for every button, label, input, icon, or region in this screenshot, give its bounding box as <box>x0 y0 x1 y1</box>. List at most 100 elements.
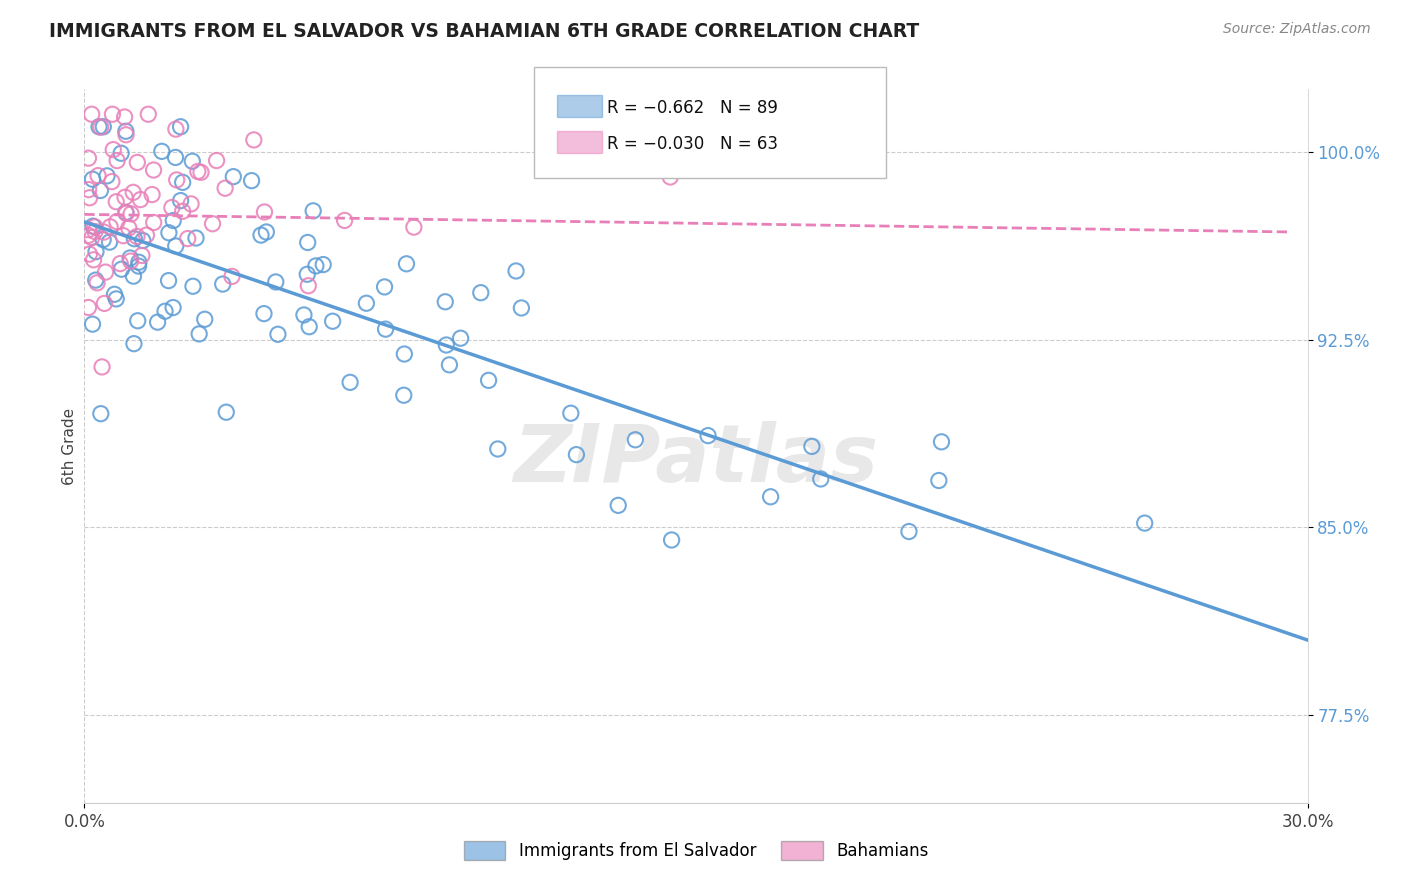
Point <box>194 312 217 326</box>
Point <box>392 388 415 402</box>
Point <box>93 225 115 239</box>
Point <box>292 308 315 322</box>
Point <box>127 314 149 328</box>
Point <box>80 230 103 244</box>
Point <box>897 524 920 539</box>
Point <box>93 296 115 310</box>
Point <box>166 173 188 187</box>
Point <box>302 203 325 218</box>
Point <box>298 319 321 334</box>
Point <box>84 225 107 239</box>
Text: IMMIGRANTS FROM EL SALVADOR VS BAHAMIAN 6TH GRADE CORRELATION CHART: IMMIGRANTS FROM EL SALVADOR VS BAHAMIAN … <box>49 22 920 41</box>
Point <box>135 228 157 243</box>
Point <box>356 296 378 310</box>
Point <box>510 301 533 315</box>
Point <box>98 219 121 234</box>
Point <box>84 244 107 259</box>
Point <box>160 201 183 215</box>
Point <box>759 490 782 504</box>
Point <box>103 143 125 157</box>
Point <box>142 163 165 178</box>
Point <box>374 322 396 336</box>
Point <box>169 194 191 208</box>
Point <box>1133 516 1156 530</box>
Point <box>114 190 136 204</box>
Point <box>215 405 238 419</box>
Point <box>184 231 207 245</box>
Text: Source: ZipAtlas.com: Source: ZipAtlas.com <box>1223 22 1371 37</box>
Point <box>157 226 180 240</box>
Point <box>162 213 184 227</box>
Point <box>470 285 492 300</box>
Point <box>103 287 125 301</box>
Point <box>565 448 588 462</box>
Point <box>115 205 138 219</box>
Point <box>110 262 132 277</box>
Point <box>659 169 682 184</box>
Point <box>80 107 103 121</box>
Point <box>110 146 132 161</box>
Point <box>105 292 128 306</box>
Point <box>624 433 647 447</box>
Point <box>264 275 287 289</box>
Point <box>810 472 832 486</box>
Point <box>394 347 416 361</box>
Point <box>77 301 100 315</box>
Point <box>150 145 173 159</box>
Point <box>91 359 114 374</box>
Point <box>165 122 187 136</box>
Text: R = −0.030   N = 63: R = −0.030 N = 63 <box>607 135 779 153</box>
Point <box>96 169 118 183</box>
Point <box>221 269 243 284</box>
Point <box>661 533 683 547</box>
Point <box>240 174 263 188</box>
Point <box>136 107 159 121</box>
Point <box>146 315 169 329</box>
Point <box>165 239 187 253</box>
Point <box>434 338 457 352</box>
Point <box>181 154 204 169</box>
Point <box>297 235 319 250</box>
Point <box>254 225 277 239</box>
Point <box>211 277 233 291</box>
Point <box>110 257 132 271</box>
Point <box>114 110 136 124</box>
Point <box>101 107 124 121</box>
Point <box>91 120 114 134</box>
Text: R = −0.662   N = 89: R = −0.662 N = 89 <box>607 99 779 117</box>
Point <box>243 133 266 147</box>
Point <box>267 327 290 342</box>
Point <box>82 317 104 331</box>
Point <box>181 279 204 293</box>
Point <box>297 278 319 293</box>
Point <box>374 280 396 294</box>
Point <box>478 373 501 387</box>
Point <box>77 151 100 165</box>
Point <box>402 220 425 235</box>
Point <box>82 219 104 234</box>
Point <box>91 233 114 247</box>
Point <box>105 153 128 168</box>
Point <box>125 229 148 244</box>
Point <box>83 252 105 267</box>
Point <box>101 175 124 189</box>
Point <box>250 228 273 243</box>
Point <box>115 128 138 142</box>
Point <box>222 169 245 184</box>
Point <box>560 406 582 420</box>
Point <box>157 274 180 288</box>
Point <box>122 336 145 351</box>
Point <box>122 269 145 284</box>
Point <box>201 217 224 231</box>
Point <box>128 259 150 273</box>
Point <box>434 294 457 309</box>
Point <box>172 204 194 219</box>
Point <box>439 358 461 372</box>
Point <box>86 276 108 290</box>
Point <box>928 474 950 488</box>
Point <box>800 439 823 453</box>
Point <box>87 169 110 183</box>
Point <box>105 194 128 209</box>
Legend: Immigrants from El Salvador, Bahamians: Immigrants from El Salvador, Bahamians <box>457 834 935 867</box>
Point <box>450 331 472 345</box>
